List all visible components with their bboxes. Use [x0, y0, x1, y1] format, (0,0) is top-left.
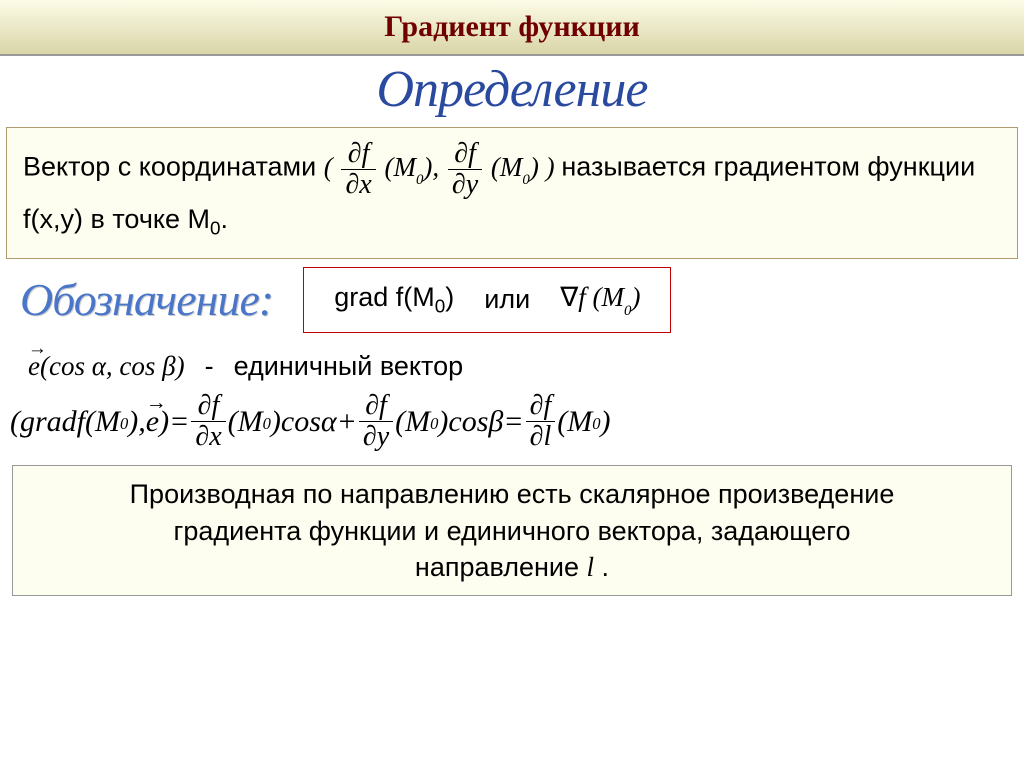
unit-vector-dash: -: [205, 351, 214, 382]
conclusion-line-2: градиента функции и единичного вектора, …: [25, 513, 999, 549]
unit-vector-formula: e(cos α, cos β): [28, 351, 185, 382]
slide-title: Градиент функции: [384, 10, 640, 44]
conclusion-line-3: направление l .: [25, 549, 999, 585]
unit-vector-row: e(cos α, cos β) - единичный вектор: [28, 351, 1024, 382]
dfdx-frac: ∂f ∂x: [341, 140, 375, 199]
conclusion-line-1: Производная по направлению есть скалярно…: [25, 476, 999, 512]
definition-heading: Определение: [0, 60, 1024, 119]
notation-heading: Обозначение:: [20, 273, 273, 326]
coord-formula: ( ∂f ∂x (M0), ∂f ∂y (M0) ): [324, 152, 562, 182]
nabla-notation: ∇f (M0): [560, 282, 640, 317]
slide-title-bar: Градиент функции: [0, 0, 1024, 56]
main-formula: (gradf(M0), e) = ∂f ∂x (M0)cos α + ∂f ∂y…: [10, 392, 1024, 451]
conclusion-box: Производная по направлению есть скалярно…: [12, 465, 1012, 596]
notation-row: Обозначение: grad f(M0) или ∇f (M0): [0, 267, 1024, 333]
grad-notation: grad f(M0): [334, 282, 454, 318]
def-text-pre: Вектор с координатами: [23, 152, 324, 182]
notation-box: grad f(M0) или ∇f (M0): [303, 267, 671, 333]
dfdy-frac: ∂f ∂y: [448, 140, 482, 199]
notation-or: или: [484, 284, 530, 315]
definition-box: Вектор с координатами ( ∂f ∂x (M0), ∂f ∂…: [6, 127, 1018, 259]
unit-vector-label: единичный вектор: [234, 351, 464, 382]
